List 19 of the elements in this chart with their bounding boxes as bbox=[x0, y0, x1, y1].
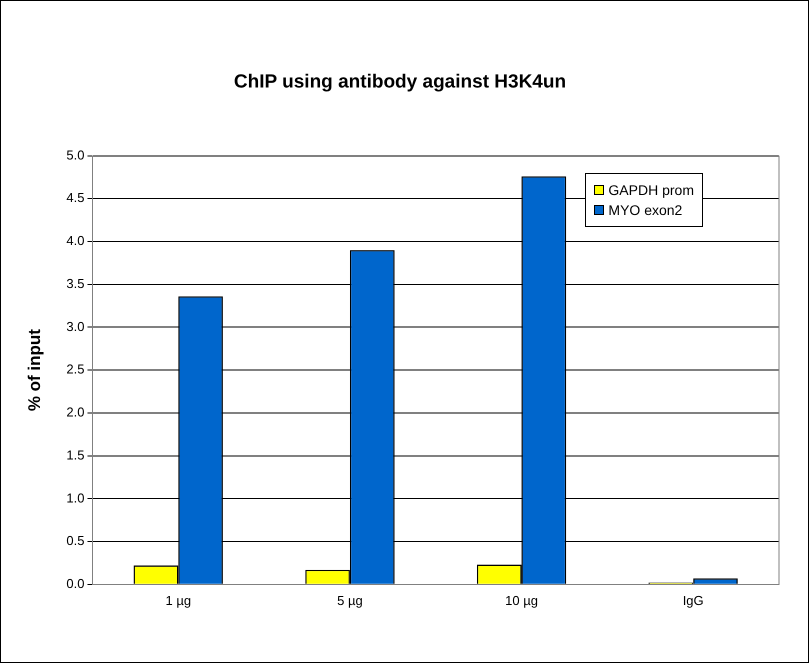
y-tick-label: 2.0 bbox=[66, 404, 84, 420]
y-axis-title: % of input bbox=[24, 328, 44, 412]
y-tick-label: 3.0 bbox=[66, 318, 84, 334]
legend-label: MYO exon2 bbox=[608, 202, 682, 218]
y-tick-label: 0.5 bbox=[66, 533, 84, 548]
y-tick-label: 2.5 bbox=[66, 362, 84, 377]
y-tick-label: 0.0 bbox=[66, 576, 84, 591]
x-tick-label: 1 µg bbox=[166, 592, 192, 608]
y-tick-label: 1.0 bbox=[66, 490, 84, 506]
y-tick-label: 1.5 bbox=[66, 447, 84, 462]
x-tick-label: 10 µg bbox=[505, 592, 538, 608]
y-tick-label: 4.5 bbox=[66, 190, 84, 206]
legend-label: GAPDH prom bbox=[608, 182, 694, 198]
x-tick-label: IgG bbox=[682, 592, 704, 608]
y-tick-label: 5.0 bbox=[66, 147, 84, 162]
y-tick-label: 4.0 bbox=[66, 233, 84, 248]
chart-title: ChIP using antibody against H3K4un bbox=[234, 72, 566, 93]
x-tick-label: 5 µg bbox=[337, 592, 363, 608]
y-tick-label: 3.5 bbox=[66, 276, 84, 291]
